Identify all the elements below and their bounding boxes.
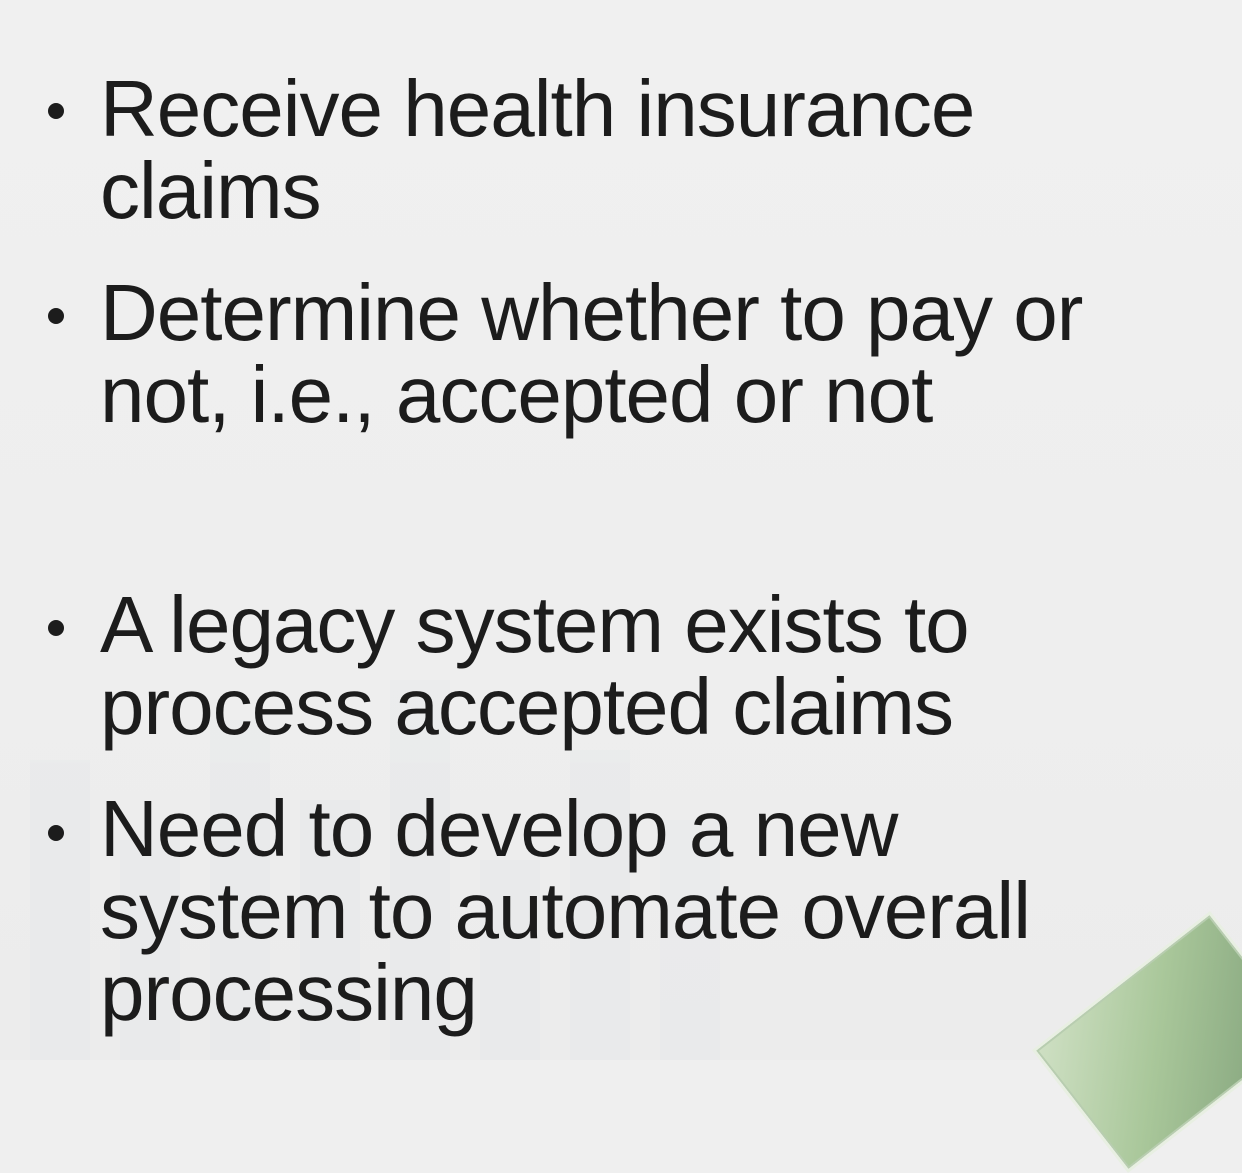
- bullet-item: Determine whether to pay or not, i.e., a…: [100, 268, 1083, 439]
- bullet-item: A legacy system exists to process accept…: [100, 580, 970, 751]
- background-bars-decoration: [0, 640, 820, 1060]
- bullet-text-line: claims: [100, 146, 322, 235]
- bullet-text-line: Determine whether to pay or: [100, 268, 1083, 357]
- bullet-dot-icon: [48, 308, 64, 324]
- bullet-dot-icon: [48, 825, 64, 841]
- bullet-text-line: processing: [100, 948, 478, 1037]
- bullet-dot-icon: [48, 103, 64, 119]
- bullet-text-line: system to automate overall: [100, 866, 1031, 955]
- bullet-text-line: Need to develop a new: [100, 784, 898, 873]
- bullet-item: Need to develop a new system to automate…: [100, 784, 1031, 1037]
- bullet-text-line: A legacy system exists to: [100, 580, 970, 669]
- bullet-text-line: Receive health insurance: [100, 64, 975, 153]
- bullet-text-line: not, i.e., accepted or not: [100, 350, 933, 439]
- bullet-list: Receive health insurance claims Determin…: [48, 64, 1083, 1037]
- bullet-item: Receive health insurance claims: [100, 64, 975, 235]
- bullet-text-line: process accepted claims: [100, 662, 954, 751]
- bullet-dot-icon: [48, 620, 64, 636]
